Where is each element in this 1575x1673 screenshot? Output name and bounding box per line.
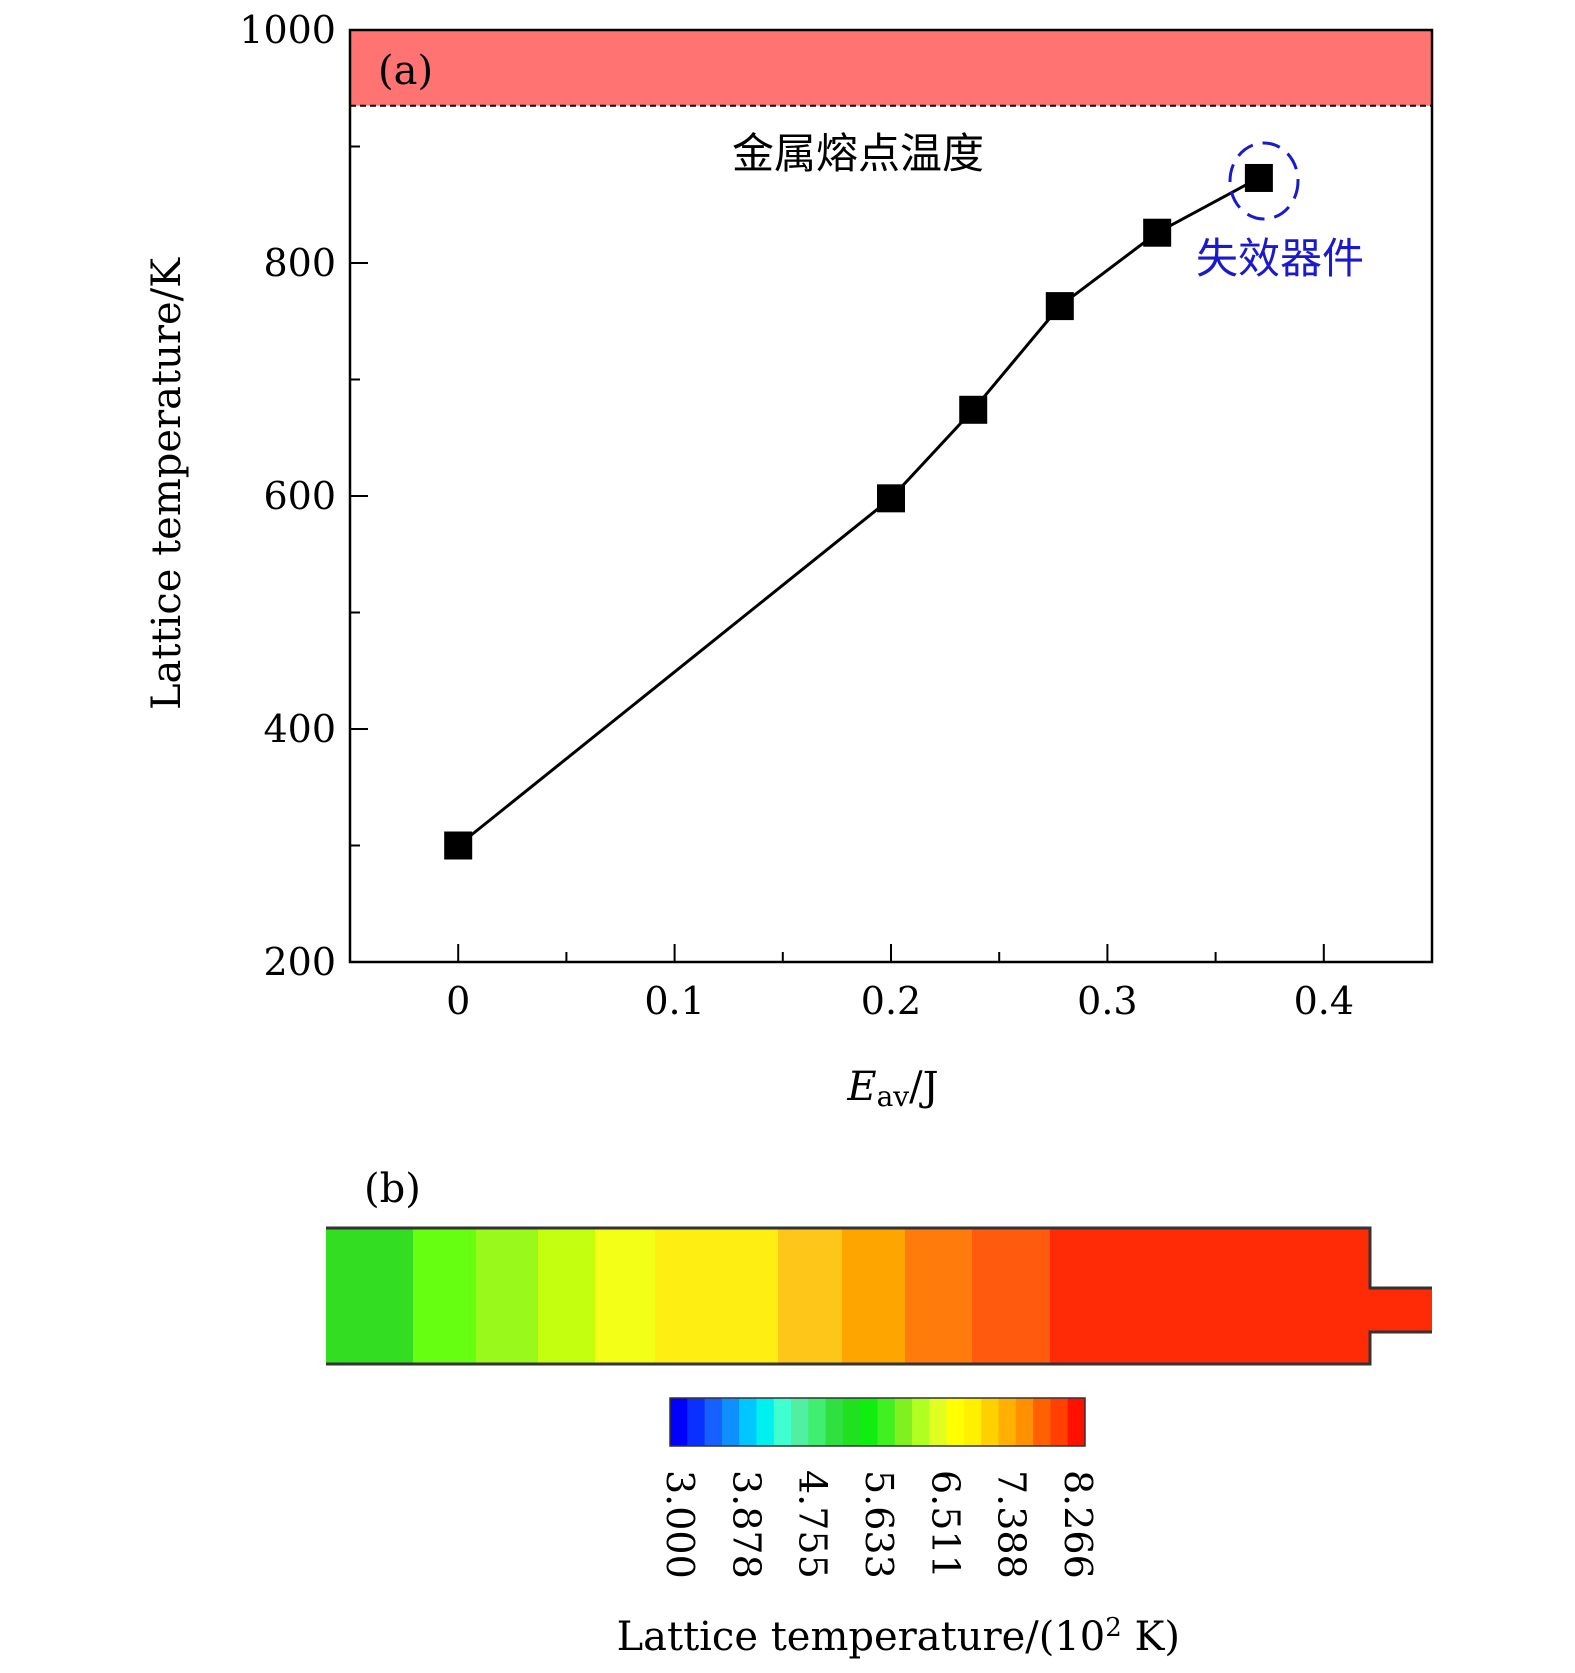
panel-b-label: (b) — [364, 1166, 421, 1212]
colorbar-swatch — [739, 1398, 757, 1446]
colorbar-swatch — [670, 1398, 688, 1446]
colorbar-swatch — [808, 1398, 827, 1446]
colorbar-swatch — [929, 1398, 948, 1446]
failed-device-label: 失效器件 — [1196, 234, 1364, 283]
data-point-marker — [1045, 292, 1074, 321]
colorbar-swatch — [894, 1398, 913, 1446]
colorbar-swatch — [687, 1398, 706, 1446]
colorbar-tick-label: 7.388 — [990, 1470, 1034, 1579]
y-axis-label: Lattice temperature/K — [144, 257, 190, 710]
colorbar-swatch — [998, 1398, 1017, 1446]
y-tick-label: 800 — [263, 241, 336, 285]
data-point-marker — [1143, 218, 1172, 247]
x-axis-label-main: E — [846, 1064, 876, 1110]
x-tick-label: 0.3 — [1077, 979, 1137, 1023]
colorbar-swatch — [912, 1398, 930, 1446]
colorbar-swatch — [1067, 1398, 1086, 1446]
colorbar-tick-label: 8.266 — [1056, 1470, 1100, 1579]
colorbar-tick-label: 4.755 — [791, 1470, 835, 1579]
y-tick-label: 600 — [263, 474, 336, 518]
colorbar — [670, 1398, 1086, 1446]
strip-band — [476, 1228, 539, 1364]
colorbar-swatch — [877, 1398, 896, 1446]
colorbar-swatch — [791, 1398, 809, 1446]
colorbar-swatch — [860, 1398, 878, 1446]
x-tick-label: 0.4 — [1294, 979, 1354, 1023]
colorbar-swatch — [946, 1398, 965, 1446]
melting-band — [350, 30, 1432, 106]
colorbar-swatch — [756, 1398, 775, 1446]
temperature-strip — [326, 1228, 1371, 1364]
colorbar-swatch — [981, 1398, 1000, 1446]
x-tick-label: 0 — [446, 979, 470, 1023]
colorbar-tick-label: 3.000 — [658, 1470, 702, 1579]
panel-a-label: (a) — [378, 48, 433, 94]
colorbar-swatch — [773, 1398, 792, 1446]
x-axis-label-tail: /J — [909, 1064, 939, 1110]
colorbar-tick-label: 5.633 — [857, 1470, 901, 1579]
melting-point-label: 金属熔点温度 — [732, 129, 984, 178]
colorbar-label-sup: 2 — [1105, 1613, 1122, 1643]
colorbar-swatch — [842, 1398, 861, 1446]
series-markers — [444, 163, 1273, 860]
colorbar-label-main: Lattice temperature/(10 — [617, 1614, 1106, 1660]
axis-ticks — [350, 29, 1325, 963]
colorbar-swatch — [1015, 1398, 1034, 1446]
strip-band — [655, 1228, 779, 1364]
colorbar-tick-label: 6.511 — [923, 1470, 967, 1579]
y-tick-label: 400 — [263, 707, 336, 751]
x-axis-label-sub: av — [877, 1080, 910, 1113]
x-axis-label: Eav/J — [846, 1064, 938, 1113]
strip-band — [905, 1228, 973, 1364]
y-tick-label: 1000 — [239, 8, 336, 52]
colorbar-swatch — [825, 1398, 844, 1446]
colorbar-swatch — [1050, 1398, 1069, 1446]
strip-band — [413, 1228, 477, 1364]
colorbar-tick-labels: 3.000 3.878 4.755 5.633 6.511 7.388 8.266 — [658, 1470, 1100, 1579]
strip-tab — [1370, 1288, 1432, 1332]
strip-outline — [326, 1226, 1432, 1366]
axis-tick-labels: 0 0.1 0.2 0.3 0.4 200 400 600 800 1000 — [239, 8, 1354, 1023]
x-tick-label: 0.1 — [644, 979, 704, 1023]
panel-b-heatmap: (b) 3.000 3.878 4.755 5.633 6.511 7.388 8.266 … — [326, 1166, 1432, 1660]
data-point-marker — [1244, 163, 1273, 192]
strip-band — [778, 1228, 843, 1364]
panel-a-line-chart: 0 0.1 0.2 0.3 0.4 200 400 600 800 1000 (a) 金属熔点温度… — [144, 8, 1434, 1113]
colorbar-swatch — [963, 1398, 982, 1446]
x-tick-label: 0.2 — [861, 979, 921, 1023]
strip-band — [1050, 1228, 1371, 1364]
y-tick-label: 200 — [263, 940, 336, 984]
failed-device-circle — [1228, 141, 1300, 221]
colorbar-tick-label: 3.878 — [724, 1470, 768, 1579]
strip-band — [538, 1228, 596, 1364]
strip-band — [972, 1228, 1051, 1364]
data-point-marker — [877, 484, 905, 513]
data-point-marker — [444, 831, 473, 860]
colorbar-swatch — [704, 1398, 723, 1446]
colorbar-frame — [669, 1397, 1086, 1447]
colorbar-label: Lattice temperature/(102 K) — [617, 1613, 1180, 1660]
series-line — [457, 176, 1260, 847]
colorbar-label-tail: K) — [1122, 1614, 1180, 1660]
strip-band — [326, 1228, 414, 1364]
strip-band — [842, 1228, 906, 1364]
strip-band — [595, 1228, 656, 1364]
colorbar-swatch — [1033, 1398, 1051, 1446]
colorbar-swatch — [721, 1398, 740, 1446]
data-point-marker — [959, 395, 988, 424]
